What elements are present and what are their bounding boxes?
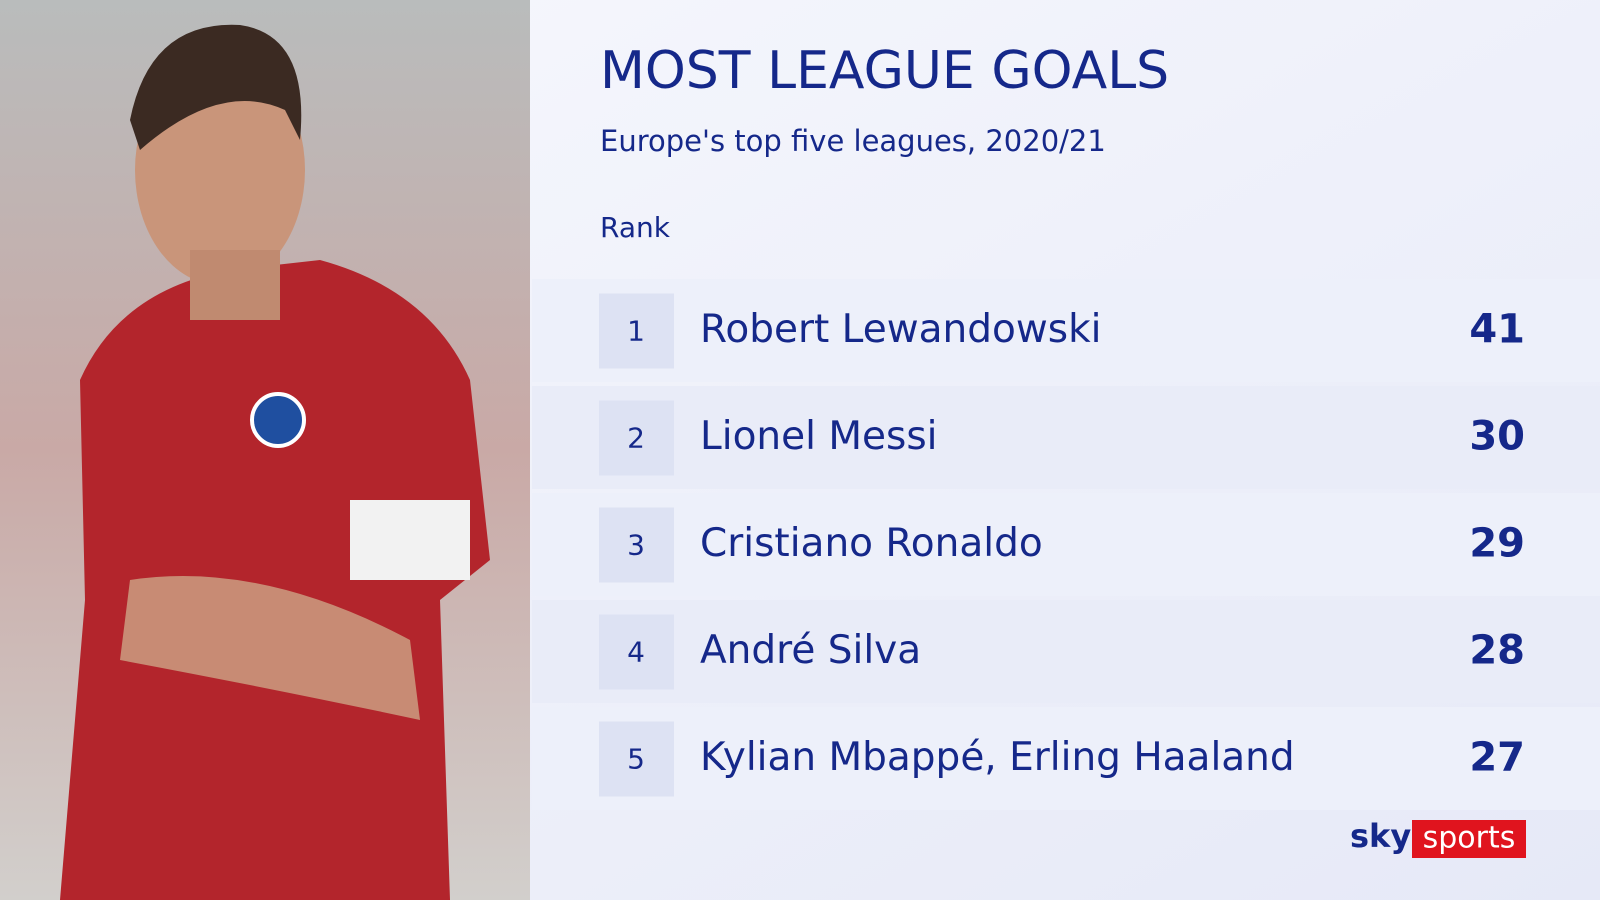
subtitle: Europe's top five leagues, 2020/21 [600, 124, 1106, 158]
row-background [532, 493, 1600, 596]
sky-sports-logo: sky sports [1350, 817, 1526, 858]
ranking-table: 1 Robert Lewandowski 41 2 Lionel Messi 30 3 Cri… [532, 279, 1600, 810]
goals: 30 [1469, 414, 1525, 460]
rank-box [599, 293, 674, 369]
player-name: Kylian Mbappé, Erling Haaland [700, 735, 1295, 780]
row-background [532, 707, 1600, 810]
logo-sports: sports [1423, 821, 1516, 856]
rank: 4 [627, 636, 645, 669]
goals: 28 [1469, 628, 1525, 674]
row-background [532, 279, 1600, 382]
goals: 27 [1469, 735, 1525, 781]
goals: 41 [1469, 307, 1525, 353]
player-name: André Silva [700, 628, 921, 673]
logo-box [1412, 820, 1526, 858]
rank-box [599, 721, 674, 797]
player-name: Robert Lewandowski [700, 307, 1101, 352]
column-label: Rank [600, 211, 671, 244]
player-name: Cristiano Ronaldo [700, 521, 1043, 566]
rank-box [599, 400, 674, 476]
rank: 2 [627, 422, 645, 455]
title: MOST LEAGUE GOALS [600, 41, 1169, 101]
goals: 29 [1469, 521, 1525, 567]
rank: 5 [627, 743, 645, 776]
player-photo [0, 0, 530, 900]
row-background [532, 386, 1600, 489]
rank-box [599, 507, 674, 583]
player-name: Lionel Messi [700, 414, 938, 459]
rank-box [599, 614, 674, 690]
logo-sky: sky [1350, 817, 1411, 855]
rank: 3 [627, 529, 645, 562]
row-background [532, 600, 1600, 703]
rank: 1 [627, 315, 645, 348]
